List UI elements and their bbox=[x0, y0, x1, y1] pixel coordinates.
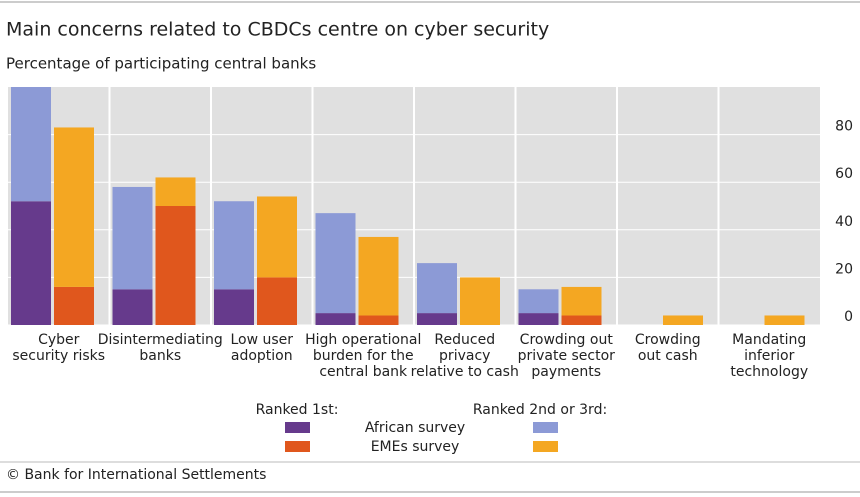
legend-swatch bbox=[285, 422, 310, 433]
legend-label: EMEs survey bbox=[371, 439, 460, 455]
x-tick-label: privacy bbox=[439, 348, 490, 364]
x-tick-label: central bank bbox=[319, 364, 408, 380]
x-tick-label: security risks bbox=[12, 348, 105, 364]
bar-segment bbox=[112, 289, 153, 325]
y-tick-label: 40 bbox=[835, 214, 853, 230]
legend-header: Ranked 2nd or 3rd: bbox=[473, 402, 607, 418]
x-tick-label: burden for the bbox=[313, 348, 414, 364]
x-tick-label: High operational bbox=[305, 332, 421, 348]
bar-segment bbox=[112, 186, 153, 290]
x-tick-label: payments bbox=[531, 364, 601, 380]
x-tick-label: out cash bbox=[638, 348, 698, 364]
bar-segment bbox=[417, 263, 457, 314]
x-tick-label: Mandating bbox=[732, 332, 806, 348]
bar-segment bbox=[257, 277, 297, 325]
bar-segment bbox=[155, 206, 196, 325]
legend-label: African survey bbox=[365, 420, 465, 436]
x-tick-label: Crowding out bbox=[520, 332, 614, 348]
bar-segment bbox=[561, 315, 602, 325]
bar-segment bbox=[663, 315, 703, 325]
y-tick-label: 60 bbox=[835, 166, 853, 182]
bar-segment bbox=[54, 127, 94, 287]
y-tick-label: 20 bbox=[835, 261, 853, 277]
bar-segment bbox=[214, 289, 254, 325]
y-tick-label: 0 bbox=[844, 309, 853, 325]
bar-segment bbox=[518, 313, 559, 325]
bar-segment bbox=[764, 315, 805, 325]
x-tick-label: adoption bbox=[231, 348, 293, 364]
bar-segment bbox=[257, 196, 297, 278]
x-tick-label: Low user bbox=[230, 332, 293, 348]
x-tick-label: Cyber bbox=[38, 332, 80, 348]
bar-segment bbox=[358, 236, 399, 316]
legend-swatch bbox=[285, 441, 310, 452]
legend-swatch bbox=[533, 441, 558, 452]
legend-swatch bbox=[533, 422, 558, 433]
x-tick-label: relative to cash bbox=[411, 364, 519, 380]
bar-segment bbox=[315, 313, 356, 325]
x-tick-label: banks bbox=[139, 348, 181, 364]
bar-segment bbox=[358, 315, 399, 325]
legend-header: Ranked 1st: bbox=[256, 402, 339, 418]
bar-segment bbox=[417, 313, 457, 325]
x-tick-label: inferior bbox=[744, 348, 795, 364]
y-tick-label: 80 bbox=[835, 119, 853, 135]
x-tick-label: Reduced bbox=[434, 332, 495, 348]
bar-segment bbox=[11, 87, 51, 202]
x-tick-label: Disintermediating bbox=[98, 332, 223, 348]
bar-segment bbox=[54, 286, 94, 325]
bar-segment bbox=[460, 277, 500, 325]
chart-title: Main concerns related to CBDCs centre on… bbox=[6, 19, 549, 41]
bar-segment bbox=[561, 286, 602, 316]
source: © Bank for International Settlements bbox=[6, 467, 266, 483]
chart-subtitle: Percentage of participating central bank… bbox=[6, 55, 316, 73]
x-tick-label: Crowding bbox=[635, 332, 701, 348]
bar-segment bbox=[315, 213, 356, 314]
bar-segment bbox=[518, 289, 559, 314]
x-tick-label: technology bbox=[730, 364, 808, 380]
x-tick-label: private sector bbox=[518, 348, 616, 364]
bar-segment bbox=[11, 201, 51, 325]
bar-segment bbox=[214, 201, 254, 290]
bar-segment bbox=[155, 177, 196, 206]
